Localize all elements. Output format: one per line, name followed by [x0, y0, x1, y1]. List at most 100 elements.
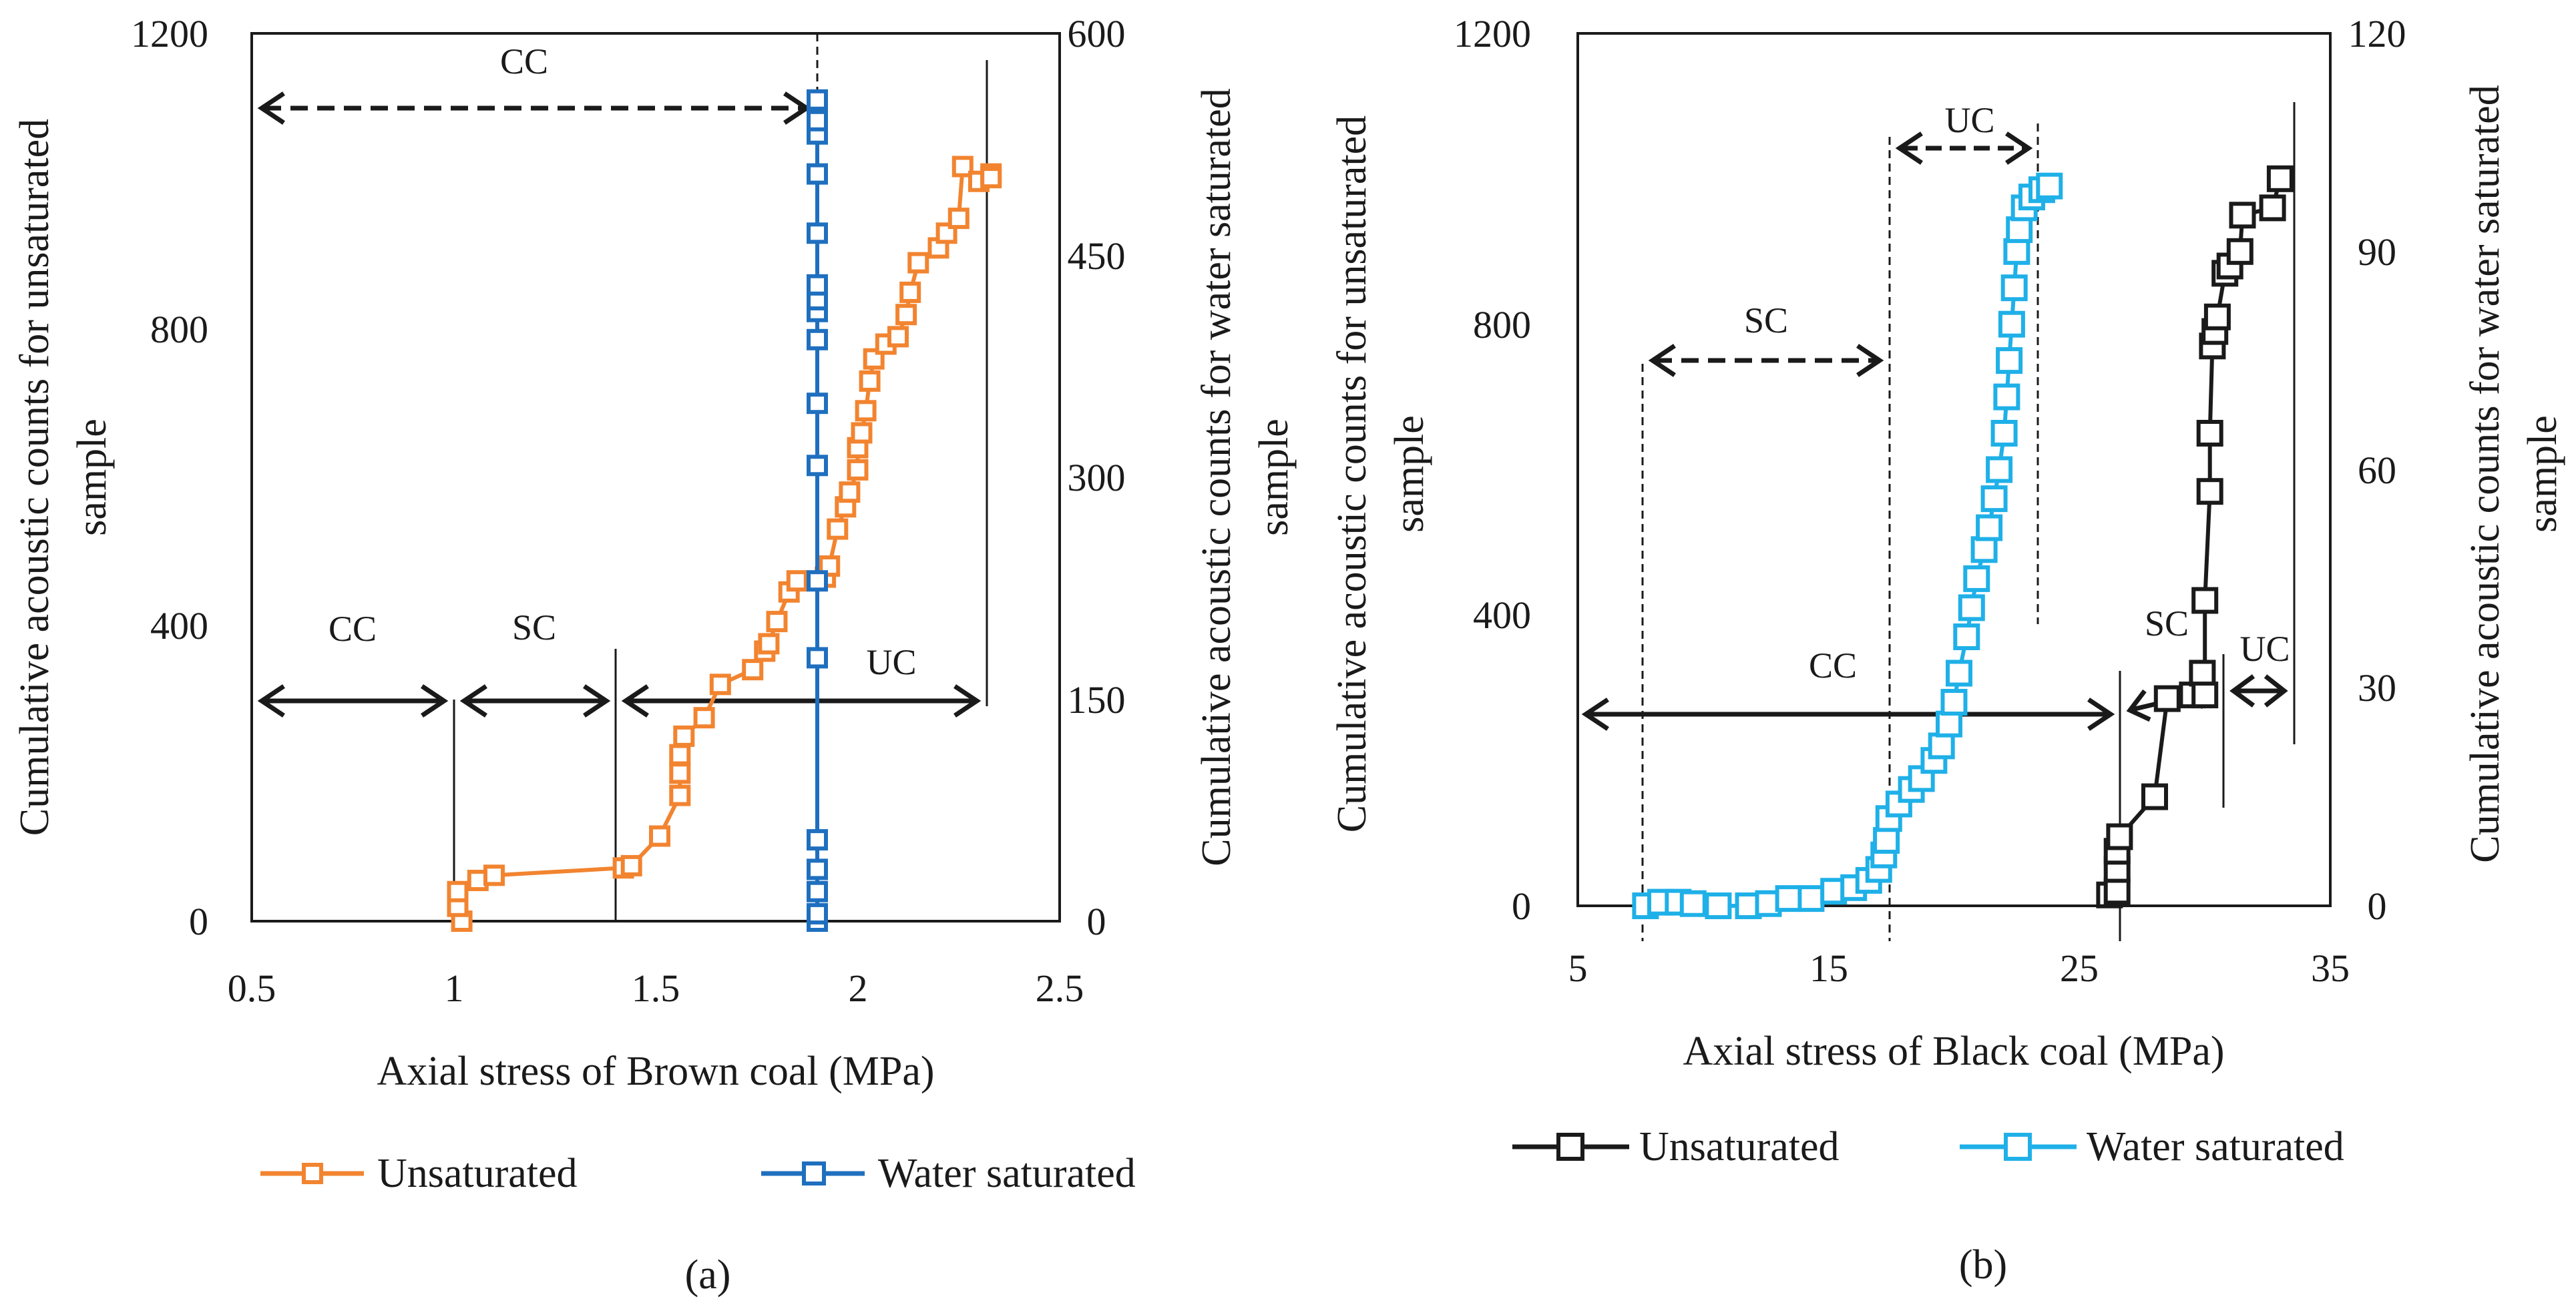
panel-a-unsaturated-point-29: [859, 370, 881, 392]
panel-b-unsaturated-point-8: [2189, 660, 2216, 687]
panel-b-legend-label-water-saturated: Water saturated: [2087, 1124, 2344, 1169]
panel-a-unsaturated-point-27: [851, 422, 873, 444]
panel-b-water-saturated-point-27: [1970, 536, 1998, 563]
panel-a-x-axis-title: Axial stress of Brown coal (MPa): [377, 1049, 934, 1094]
panel-b-annotation-cc: CC: [1809, 645, 1857, 686]
panel-b-unsaturated-point-4: [2106, 823, 2133, 850]
panel-a-unsaturated-point-25: [847, 459, 869, 481]
panel-a-ytick-right-1: 150: [1068, 678, 1126, 722]
panel-b-plot-frame: [1576, 32, 2332, 907]
panel-b-legend-label-unsaturated: Unsaturated: [1639, 1124, 1840, 1169]
panel-b-water-saturated-point-34: [1998, 310, 2025, 338]
panel-a-unsaturated-point-35: [907, 252, 929, 274]
panel-b-water-saturated-point-23: [1946, 660, 1972, 687]
panel-b-annotation-sc-top: SC: [1744, 300, 1788, 340]
panel-b-legend-marker-water-saturated: [2004, 1133, 2032, 1161]
panel-a-unsaturated-line: [455, 162, 994, 922]
panel-b-water-saturated-point-4: [1705, 892, 1732, 919]
panel-b-water-saturated-point-14: [1873, 827, 1900, 854]
panel-b-arrow-cc: [1581, 698, 2115, 731]
panel-b-unsaturated-point-21: [2266, 165, 2294, 192]
panel-a-unsaturated-point-8: [669, 784, 691, 806]
panel-b-ytick-right-3: 90: [2358, 230, 2396, 274]
panel-b-water-saturated-point-24: [1953, 623, 1980, 650]
panel-a-unsaturated-point-2: [447, 880, 469, 902]
panel-a-water-saturated-point-1: [807, 902, 828, 925]
panel-a-ytick-left-2: 800: [150, 308, 208, 351]
panel-b-legend: Unsaturated Water saturated: [1512, 1124, 2344, 1169]
panel-a-unsaturated-point-30: [863, 348, 885, 370]
panel-b-unsaturated-point-18: [2226, 238, 2253, 265]
panel-a-y-right-title-line1: Cumulative acoustic counts for water sat…: [1194, 88, 1239, 866]
panel-b-unsaturated-point-15: [2203, 303, 2231, 330]
panel-a-water-saturated-point-8: [807, 392, 828, 415]
panel-a-xtick-2: 1.5: [632, 967, 680, 1010]
panel-b-xtick-2: 25: [2060, 947, 2099, 990]
panel-a-water-saturated-point-2: [807, 880, 828, 902]
panel-a-legend-marker-unsaturated: [302, 1163, 323, 1184]
panel-a-unsaturated-point-6: [620, 854, 642, 876]
panel-b-unsaturated-point-11: [2196, 478, 2223, 505]
panel-b-ytick-right-1: 30: [2358, 666, 2396, 710]
panel-b-y-right-title-line1: Cumulative acoustic counts for water sat…: [2462, 85, 2508, 863]
panel-b-ytick-left-0: 0: [1512, 884, 1531, 928]
panel-a-xtick-3: 2: [849, 967, 868, 1010]
panel-b-unsaturated-point-20: [2259, 194, 2286, 222]
panel-b-ytick-right-4: 120: [2348, 12, 2406, 55]
panel-a-xtick-0: 0.5: [228, 967, 276, 1010]
panel-b-annotation-sc: SC: [2145, 603, 2189, 643]
panel-b-x-axis-title: Axial stress of Black coal (MPa): [1683, 1029, 2225, 1074]
panel-b-water-saturated-point-8: [1797, 885, 1825, 912]
panel-a-unsaturated-point-4: [483, 864, 505, 886]
panel-a-series-water-saturated: [807, 89, 828, 932]
panel-a-arrow-cc: [257, 684, 449, 718]
panel-a-ytick-right-0: 0: [1087, 900, 1106, 943]
panel-b-water-saturated-point-36: [2003, 238, 2030, 265]
panel-b-y-left-title-line2: sample: [1387, 415, 1432, 533]
panel-b-water-saturated-point-35: [2000, 274, 2028, 302]
panel-a-ytick-right-3: 450: [1068, 234, 1126, 278]
panel-a-unsaturated-point-42: [980, 167, 1002, 189]
panel-b-water-saturated-point-26: [1963, 565, 1990, 592]
panel-b-water-saturated-point-28: [1976, 514, 2003, 541]
panel-a-annotation-cc-top: CC: [500, 41, 548, 81]
panel-a-ytick-left-1: 400: [150, 604, 208, 647]
panel-b-y-left-title-line1: Cumulative acoustic counts for unsaturat…: [1329, 115, 1375, 832]
panel-a-unsaturated-point-28: [855, 400, 877, 422]
panel-a-unsaturated-point-22: [827, 518, 849, 540]
panel-a-legend: Unsaturated Water saturated: [260, 1151, 1136, 1196]
panel-a-label: (a): [685, 1252, 731, 1298]
panel-a-annotation-uc: UC: [866, 642, 916, 682]
panel-b-water-saturated-point-3: [1679, 890, 1707, 917]
panel-a-ytick-right-4: 600: [1068, 12, 1126, 55]
panel-a-water-saturated-point-5: [807, 647, 828, 669]
panel-b-water-saturated-point-32: [1993, 383, 2020, 411]
panel-a-ytick-left-0: 0: [189, 900, 208, 943]
panel-a-water-saturated-point-16: [807, 109, 828, 132]
panel-b-ytick-left-2: 800: [1473, 303, 1531, 346]
panel-b-water-saturated-point-22: [1940, 689, 1968, 716]
panel-a-water-saturated-point-17: [807, 89, 828, 111]
panel-a-unsaturated-point-14: [742, 659, 764, 681]
panel-a-water-saturated-point-7: [807, 455, 828, 477]
panel-b-water-saturated-point-37: [2006, 216, 2033, 244]
panel-b-unsaturated-point-9: [2191, 682, 2219, 709]
panel-b-ytick-right-0: 0: [2368, 884, 2387, 928]
panel-b-arrow-uc-top: [1895, 132, 2033, 165]
panel-a-unsaturated-point-32: [887, 326, 909, 348]
panel-a-arrow-uc: [621, 684, 982, 718]
panel-b-ytick-left-3: 1200: [1454, 12, 1531, 55]
panel-a-plot-frame: [250, 32, 1061, 923]
panel-a-ytick-right-2: 300: [1068, 456, 1126, 499]
panel-a-water-saturated-point-6: [807, 570, 828, 592]
panel-b-water-saturated-point-20: [1928, 732, 1955, 760]
panel-b-unsaturated-point-10: [2191, 587, 2219, 614]
panel-b-xtick-3: 35: [2311, 947, 2350, 990]
panel-a-chart: Cumulative acoustic counts for unsaturat…: [12, 12, 1297, 1298]
panel-b-unsaturated-point-6: [2153, 685, 2181, 712]
panel-b-label: (b): [1959, 1242, 2007, 1288]
panel-a-y-left-title-line2: sample: [69, 419, 115, 536]
panel-a-unsaturated-point-17: [766, 611, 788, 633]
panel-a-water-saturated-point-9: [807, 328, 828, 350]
